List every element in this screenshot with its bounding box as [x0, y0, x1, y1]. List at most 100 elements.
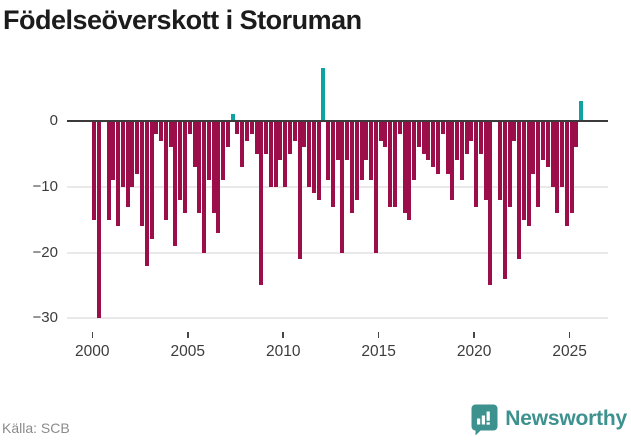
bar	[455, 121, 460, 161]
bar	[507, 121, 512, 207]
bar	[407, 121, 412, 220]
y-axis-label: −30	[32, 309, 58, 327]
bar	[388, 121, 393, 207]
bar	[278, 121, 283, 161]
bar	[459, 121, 464, 181]
bar	[130, 121, 135, 187]
brand-name: Newsworthy	[505, 407, 627, 430]
bar	[517, 121, 522, 260]
y-gridline	[67, 317, 608, 320]
bar	[211, 121, 216, 214]
x-axis-tick	[282, 332, 284, 338]
bar	[264, 121, 269, 154]
bar	[230, 114, 235, 121]
bar	[140, 121, 145, 227]
bar	[311, 121, 316, 194]
x-axis-label: 2015	[361, 343, 396, 360]
bar	[187, 121, 192, 135]
bar	[521, 121, 526, 220]
x-axis-label: 2000	[75, 343, 110, 360]
bar	[488, 121, 493, 286]
bar	[392, 121, 397, 207]
chart-title: Födelseöverskott i Storuman	[3, 5, 362, 35]
bar	[545, 121, 550, 168]
bar	[402, 121, 407, 214]
bar	[307, 121, 312, 187]
bar	[450, 121, 455, 200]
bar	[478, 121, 483, 154]
y-axis-label: −20	[32, 243, 58, 261]
bar	[254, 121, 259, 154]
bar	[431, 121, 436, 168]
bar	[287, 121, 292, 154]
bar	[182, 121, 187, 214]
bar	[321, 68, 326, 121]
bar	[268, 121, 273, 187]
bar	[235, 121, 240, 135]
y-gridline	[67, 251, 608, 254]
bar	[364, 121, 369, 161]
bar	[354, 121, 359, 200]
bar	[564, 121, 569, 227]
bar	[340, 121, 345, 253]
bar	[555, 121, 560, 214]
bar	[159, 121, 164, 141]
bar	[560, 121, 565, 187]
bar	[326, 121, 331, 181]
bar	[445, 121, 450, 174]
bar	[245, 121, 250, 141]
bar	[92, 121, 97, 220]
bar	[168, 121, 173, 148]
bar	[149, 121, 154, 240]
bar	[173, 121, 178, 246]
bar	[330, 121, 335, 207]
bar	[350, 121, 355, 214]
bar	[345, 121, 350, 161]
bar	[259, 121, 264, 286]
bar	[97, 121, 102, 319]
bar	[178, 121, 183, 200]
bar	[297, 121, 302, 260]
bar	[440, 121, 445, 135]
bar	[335, 121, 340, 161]
bar	[125, 121, 130, 207]
bar	[383, 121, 388, 148]
bar	[192, 121, 197, 168]
bar	[359, 121, 364, 181]
bar-chart-speech-bubble-icon	[471, 404, 498, 435]
x-axis-tick	[91, 332, 94, 338]
bar	[469, 121, 474, 141]
bar	[474, 121, 479, 207]
bar	[120, 121, 125, 187]
bar	[397, 121, 402, 135]
y-gridline	[67, 185, 608, 188]
bar	[135, 121, 140, 174]
bar	[163, 121, 168, 220]
bar	[435, 121, 440, 174]
bar	[154, 121, 159, 135]
bar	[426, 121, 431, 161]
bar	[116, 121, 121, 227]
y-axis-label: 0	[49, 112, 58, 129]
bar	[464, 121, 469, 154]
bar	[574, 121, 579, 148]
x-axis-tick	[568, 332, 571, 338]
bar	[225, 121, 230, 148]
y-axis-label: −10	[32, 177, 58, 195]
bar	[144, 121, 149, 266]
bar	[206, 121, 211, 181]
bar	[369, 121, 374, 181]
x-axis-tick	[473, 332, 475, 338]
bar	[416, 121, 421, 148]
source-note: Källa: SCB	[2, 420, 70, 436]
bar	[569, 121, 574, 214]
bar	[292, 121, 297, 141]
bar	[302, 121, 307, 148]
bar	[536, 121, 541, 207]
bar	[373, 121, 378, 253]
bar	[483, 121, 488, 200]
bar	[512, 121, 517, 141]
x-axis-label: 2025	[552, 343, 587, 360]
bar	[316, 121, 321, 200]
